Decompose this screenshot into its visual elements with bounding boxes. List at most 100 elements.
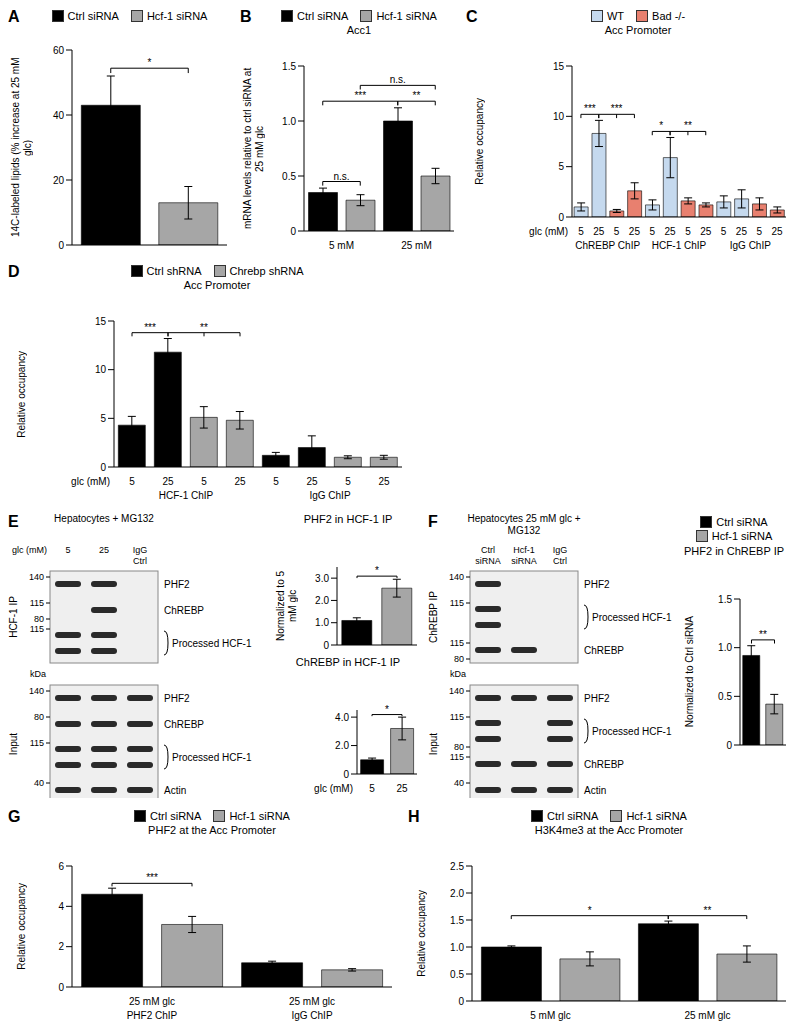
svg-text:***: *** <box>611 103 623 114</box>
svg-text:5: 5 <box>65 545 70 555</box>
svg-text:80: 80 <box>454 654 464 664</box>
svg-text:Processed HCF-1: Processed HCF-1 <box>592 612 672 623</box>
svg-text:Processed HCF-1: Processed HCF-1 <box>592 726 672 737</box>
svg-text:ChREBP: ChREBP <box>584 759 624 770</box>
svg-text:60: 60 <box>53 45 65 56</box>
svg-text:PHF2: PHF2 <box>164 579 190 590</box>
svg-text:10: 10 <box>553 111 565 122</box>
svg-text:1.5: 1.5 <box>450 915 464 926</box>
svg-text:ChREBP: ChREBP <box>584 645 624 656</box>
svg-text:glc (mM): glc (mM) <box>12 545 47 555</box>
svg-text:20: 20 <box>53 175 65 186</box>
svg-text:25: 25 <box>378 476 390 487</box>
svg-text:25: 25 <box>736 226 748 237</box>
svg-text:25: 25 <box>772 226 784 237</box>
svg-text:115: 115 <box>450 598 464 608</box>
svg-text:*: * <box>385 704 389 715</box>
svg-text:IgGCtrl: IgGCtrl <box>553 545 568 566</box>
svg-text:5: 5 <box>201 476 207 487</box>
svg-text:40: 40 <box>454 778 464 788</box>
svg-text:1.0: 1.0 <box>718 642 732 653</box>
svg-text:5: 5 <box>578 226 584 237</box>
svg-text:0: 0 <box>290 226 296 237</box>
svg-text:140: 140 <box>29 572 44 582</box>
svg-text:**: ** <box>704 905 712 916</box>
svg-text:**: ** <box>759 629 767 640</box>
svg-text:80: 80 <box>454 742 464 752</box>
svg-text:80: 80 <box>34 712 44 722</box>
svg-text:115: 115 <box>30 624 44 634</box>
svg-text:IgG ChIP: IgG ChIP <box>291 1010 332 1021</box>
svg-text:PHF2: PHF2 <box>164 693 190 704</box>
svg-text:40: 40 <box>53 110 65 121</box>
svg-text:1.0: 1.0 <box>282 116 296 127</box>
svg-text:25: 25 <box>99 545 109 555</box>
svg-text:2.0: 2.0 <box>315 595 329 606</box>
svg-text:25 mM glc: 25 mM glc <box>289 996 335 1007</box>
svg-text:2: 2 <box>58 941 64 952</box>
svg-text:1.0: 1.0 <box>315 617 329 628</box>
svg-text:5: 5 <box>129 476 135 487</box>
svg-text:HCF-1 ChIP: HCF-1 ChIP <box>159 490 214 501</box>
svg-text:115: 115 <box>450 752 464 762</box>
svg-text:0: 0 <box>100 462 106 473</box>
svg-text:*: * <box>659 120 663 131</box>
svg-text:0.5: 0.5 <box>718 691 732 702</box>
svg-text:1.0: 1.0 <box>450 942 464 953</box>
svg-text:2.0: 2.0 <box>335 740 349 751</box>
svg-text:IgG ChIP: IgG ChIP <box>309 490 350 501</box>
svg-text:kDa: kDa <box>30 669 46 679</box>
svg-text:**: ** <box>684 120 692 131</box>
svg-text:0: 0 <box>58 240 64 251</box>
svg-text:*: * <box>588 905 592 916</box>
svg-text:3.0: 3.0 <box>315 573 329 584</box>
svg-text:2.0: 2.0 <box>450 888 464 899</box>
svg-text:5: 5 <box>614 226 620 237</box>
svg-text:25: 25 <box>234 476 246 487</box>
svg-text:25: 25 <box>593 226 605 237</box>
svg-text:PHF2 ChIP: PHF2 ChIP <box>127 1010 178 1021</box>
svg-text:5: 5 <box>685 226 691 237</box>
svg-text:ChREBP ChIP: ChREBP ChIP <box>575 240 640 251</box>
svg-text:25 mM glc: 25 mM glc <box>129 996 175 1007</box>
svg-text:Actin: Actin <box>164 785 186 796</box>
svg-text:115: 115 <box>450 638 464 648</box>
svg-text:140: 140 <box>29 686 44 696</box>
svg-text:IgGCtrl: IgGCtrl <box>133 545 148 566</box>
svg-text:Actin: Actin <box>584 785 606 796</box>
svg-text:15: 15 <box>553 61 565 72</box>
svg-text:40: 40 <box>34 778 44 788</box>
svg-text:0.5: 0.5 <box>282 171 296 182</box>
svg-text:***: *** <box>354 90 366 101</box>
svg-text:5: 5 <box>756 226 762 237</box>
svg-text:glc (mM): glc (mM) <box>71 476 110 487</box>
svg-text:4: 4 <box>58 901 64 912</box>
svg-text:ChREBP: ChREBP <box>164 719 204 730</box>
svg-text:25: 25 <box>162 476 174 487</box>
svg-text:n.s.: n.s. <box>390 74 406 85</box>
svg-text:6: 6 <box>58 861 64 872</box>
svg-text:HCF-1 ChIP: HCF-1 ChIP <box>652 240 707 251</box>
svg-text:25: 25 <box>629 226 641 237</box>
svg-text:HCF-1 IP: HCF-1 IP <box>8 596 19 638</box>
svg-text:5 mM glc: 5 mM glc <box>530 1010 571 1021</box>
svg-text:2.5: 2.5 <box>450 861 464 872</box>
svg-text:5: 5 <box>369 783 375 794</box>
svg-text:0.5: 0.5 <box>450 969 464 980</box>
svg-text:5: 5 <box>721 226 727 237</box>
svg-text:Processed HCF-1: Processed HCF-1 <box>172 638 252 649</box>
svg-text:25: 25 <box>665 226 677 237</box>
svg-text:25 mM: 25 mM <box>401 240 432 251</box>
svg-text:5: 5 <box>273 476 279 487</box>
svg-text:0: 0 <box>323 640 329 651</box>
svg-text:*: * <box>375 565 379 576</box>
svg-text:15: 15 <box>95 316 107 327</box>
svg-text:5: 5 <box>558 161 564 172</box>
svg-text:IgG ChIP: IgG ChIP <box>730 240 771 251</box>
svg-text:5: 5 <box>345 476 351 487</box>
svg-text:0: 0 <box>726 740 732 751</box>
svg-text:5: 5 <box>649 226 655 237</box>
svg-text:glc (mM): glc (mM) <box>314 783 353 794</box>
svg-text:ChREBP: ChREBP <box>164 605 204 616</box>
svg-text:25 mM glc: 25 mM glc <box>684 1010 730 1021</box>
